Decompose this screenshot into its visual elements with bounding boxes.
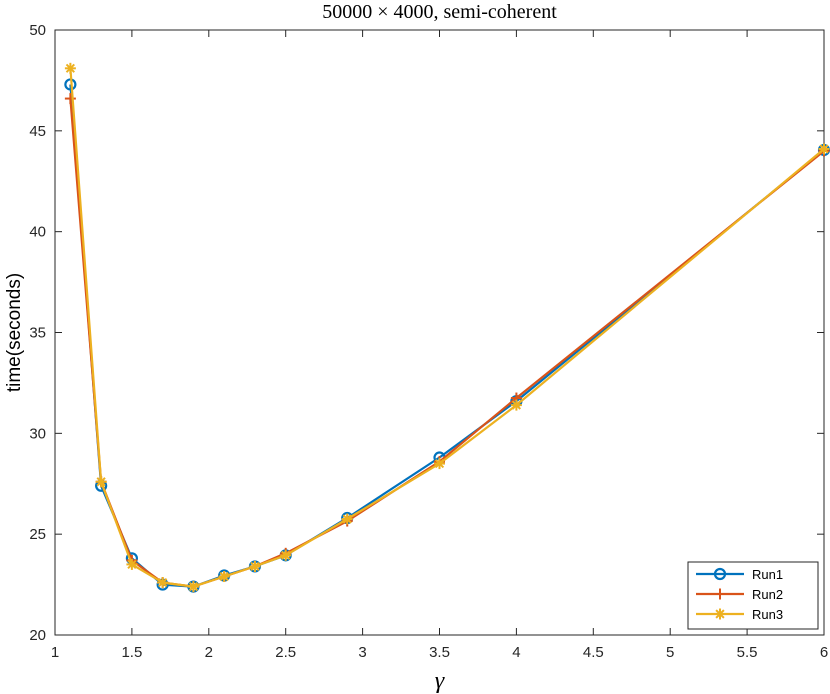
x-tick-label: 5 xyxy=(666,644,674,661)
x-tick-label: 1 xyxy=(51,644,59,661)
data-point-run3 xyxy=(249,560,261,572)
series-run3 xyxy=(64,62,830,593)
legend: Run1 Run2 Run3 xyxy=(687,561,819,630)
chart-title: 50000 × 4000, semi-coherent xyxy=(322,1,557,23)
y-tick-label: 25 xyxy=(29,526,46,543)
data-point-run3 xyxy=(280,549,292,561)
data-point-run3 xyxy=(434,458,445,470)
legend-marker xyxy=(713,567,727,581)
data-point-run3 xyxy=(64,62,76,74)
legend-item-run3: Run3 xyxy=(696,607,783,622)
data-point-run3 xyxy=(157,577,169,589)
x-axis-label: γ xyxy=(435,668,445,694)
y-tick-label: 35 xyxy=(29,325,46,342)
x-tick-label: 4.5 xyxy=(583,644,604,661)
axis-ticks: 1 1.5 2 2.5 3 3.5 4 4.5 5 5.5 6 20 25 30 35 40 45 50 xyxy=(29,22,828,661)
y-tick-label: 40 xyxy=(29,224,46,241)
series-line-run3 xyxy=(69,68,825,588)
series-layer xyxy=(64,62,830,593)
y-tick-label: 45 xyxy=(29,123,46,140)
legend-label: Run3 xyxy=(752,607,783,622)
legend-item-run2: Run2 xyxy=(696,587,783,602)
legend-item-run1: Run1 xyxy=(696,567,783,582)
plot-area xyxy=(54,29,825,636)
legend-marker xyxy=(714,608,726,620)
x-tick-label: 2.5 xyxy=(275,644,296,661)
data-point-run3 xyxy=(95,476,107,488)
data-point-run3 xyxy=(187,581,199,593)
x-tick-label: 4 xyxy=(512,644,520,661)
data-point-run3 xyxy=(818,143,830,155)
data-point-run2 xyxy=(64,93,76,105)
x-tick-label: 6 xyxy=(820,644,828,661)
y-axis-label: time(seconds) xyxy=(4,273,25,392)
x-tick-label: 3.5 xyxy=(429,644,450,661)
y-tick-label: 50 xyxy=(29,22,46,39)
legend-label: Run1 xyxy=(752,567,783,582)
data-point-run3 xyxy=(218,571,230,583)
data-point-run3 xyxy=(510,399,522,411)
legend-label: Run2 xyxy=(752,587,783,602)
y-tick-label: 30 xyxy=(29,425,46,442)
x-tick-label: 5.5 xyxy=(737,644,758,661)
data-point-run3 xyxy=(341,513,353,525)
y-tick-label: 20 xyxy=(29,627,46,644)
x-tick-label: 3 xyxy=(358,644,366,661)
data-point-run3 xyxy=(126,558,138,570)
x-tick-label: 2 xyxy=(205,644,213,661)
legend-marker xyxy=(714,588,726,600)
x-tick-label: 1.5 xyxy=(121,644,142,661)
